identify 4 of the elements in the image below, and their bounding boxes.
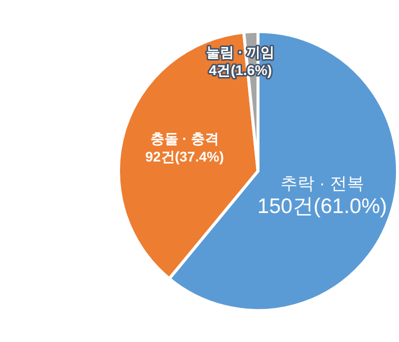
data-label: 150건(61.0%) (257, 195, 388, 218)
slice-label: 충돌 · 충격 (150, 130, 219, 147)
slice-label: 추락 · 전복 (280, 174, 364, 194)
data-label: 92건(37.4%) (145, 148, 224, 165)
